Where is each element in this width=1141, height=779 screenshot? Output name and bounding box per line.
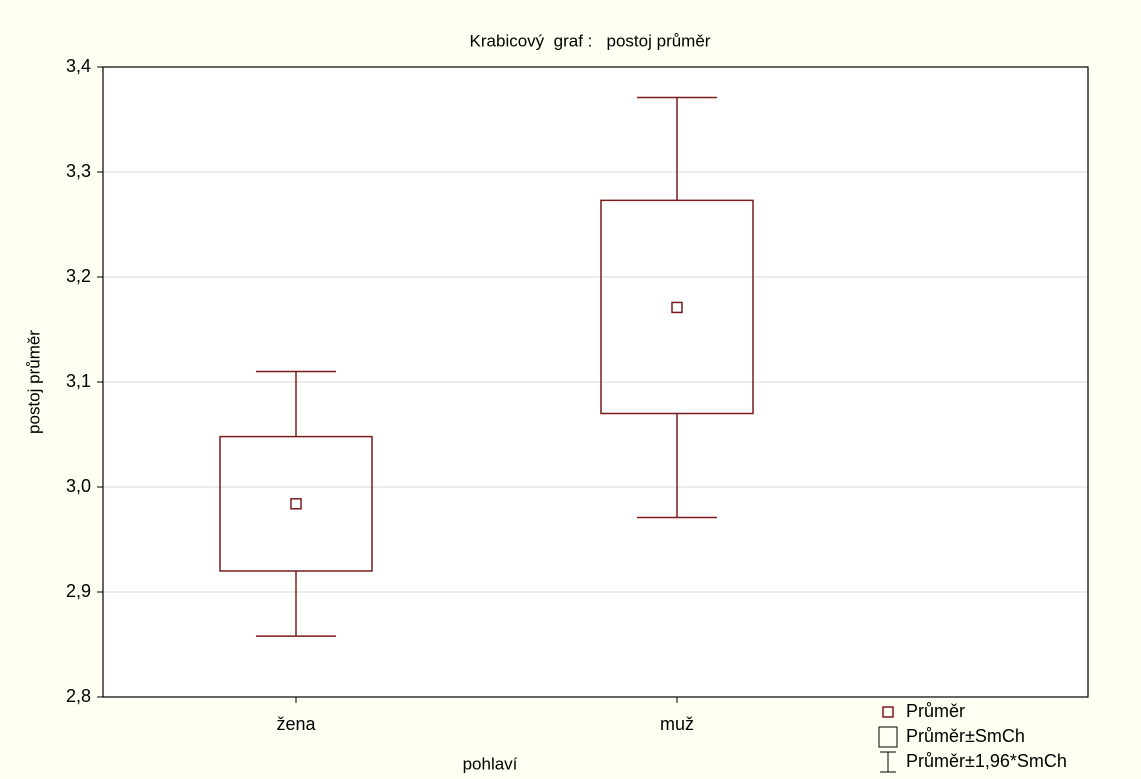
legend-swatch bbox=[882, 706, 894, 718]
box bbox=[600, 199, 754, 415]
legend-label: Průměr±1,96*SmCh bbox=[906, 751, 1067, 771]
y-tick-label: 3,2 bbox=[66, 266, 91, 286]
y-tick-label: 3,0 bbox=[66, 476, 91, 496]
legend-label: Průměr±SmCh bbox=[906, 726, 1025, 746]
y-axis-label: postoj průměr bbox=[24, 330, 43, 434]
legend-swatch bbox=[878, 726, 898, 748]
x-axis-label: pohlaví bbox=[463, 754, 518, 773]
x-tick-label: muž bbox=[660, 714, 694, 734]
y-tick-label: 3,1 bbox=[66, 371, 91, 391]
mean-marker bbox=[671, 301, 683, 314]
box bbox=[219, 435, 373, 572]
y-tick-label: 3,3 bbox=[66, 161, 91, 181]
y-tick-label: 2,9 bbox=[66, 581, 91, 601]
x-tick-label: žena bbox=[276, 714, 316, 734]
plot-frame bbox=[102, 66, 1089, 698]
y-tick-label: 3,4 bbox=[66, 56, 91, 76]
y-tick-label: 2,8 bbox=[66, 686, 91, 706]
mean-marker bbox=[290, 498, 302, 510]
legend-label: Průměr bbox=[906, 701, 965, 721]
chart-title: Krabicový graf : postoj průměr bbox=[470, 31, 711, 50]
